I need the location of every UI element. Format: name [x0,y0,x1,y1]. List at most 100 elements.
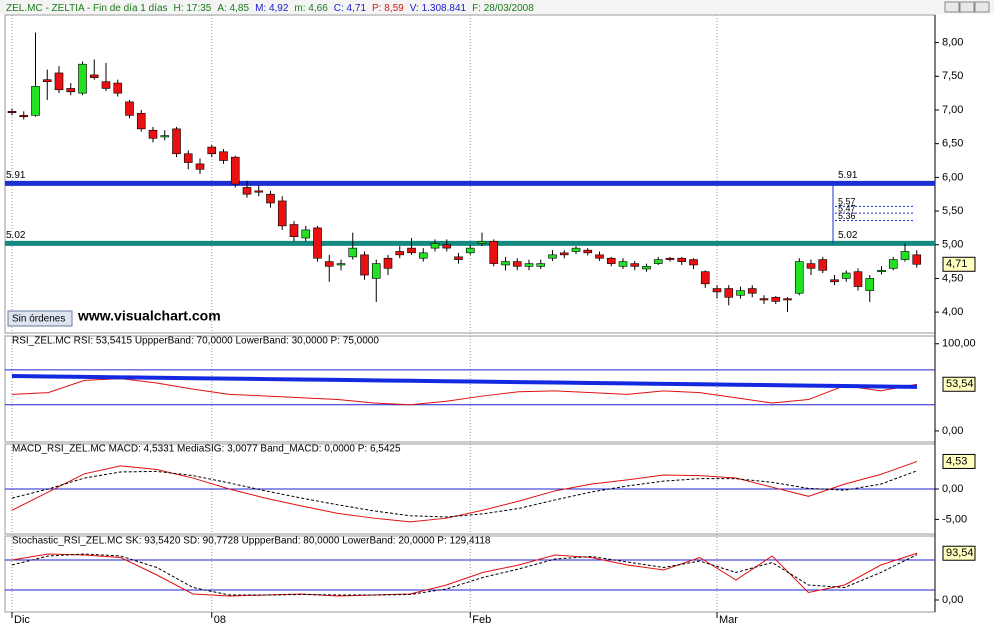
level-label: 5.02 [838,230,858,241]
candle-body [759,298,769,301]
window-buttons[interactable] [944,1,990,13]
close-button[interactable] [974,1,990,13]
candle-body [395,251,405,256]
y-tick-label: 5,00 [942,239,963,251]
header-bar [0,0,994,14]
candle-body [606,257,616,264]
candle-body [501,261,510,266]
orders-button-label[interactable]: Sin órdenes [12,314,65,325]
y-tick-label: 5,50 [942,205,963,217]
candle-body [888,259,898,269]
candle-body [336,263,346,266]
indicator-line [11,374,918,389]
candle-body [277,200,287,227]
indicator-line [11,553,918,596]
header-item: m: 4,66 [294,3,328,14]
last-value-box [942,376,976,392]
y-tick-label: 0,00 [942,594,963,606]
candle-body [172,128,181,155]
candle-body [301,229,311,239]
header: ZEL.MC - ZELTIA - Fin de día 1 días H: 17… [6,3,534,14]
candle-body [524,263,534,267]
candle-body [712,288,722,293]
candle-body [195,163,205,170]
candle-body [360,254,369,276]
candle-body [254,190,264,193]
level-label: 5.91 [838,170,858,181]
y-tick-label: 4,00 [942,306,963,318]
candle-body [794,261,804,294]
candle-body [724,288,734,298]
candle-body [689,259,698,266]
candle-body [219,151,228,161]
candle-body [418,252,428,259]
header-item: F: 28/03/2008 [472,3,534,14]
header-item: C: 4,71 [334,3,367,14]
candle-body [912,254,922,265]
minimize-button[interactable] [944,1,960,13]
candle-body [677,257,687,262]
candle-body [183,153,193,163]
candle-body [465,247,475,254]
candle-body [136,113,146,130]
candle-body [653,259,663,264]
last-value-label: 53,54 [946,378,974,390]
last-value-box [942,256,976,272]
candle-body [853,271,863,287]
candle-body [806,263,816,269]
indicator-line [11,552,918,597]
candle-body [548,254,557,259]
candle-body [42,79,52,82]
panel-title: Stochastic_RSI_ZEL.MC SK: 93,5420 SD: 90… [12,536,491,547]
candle-body [477,241,487,244]
level-label: 5.02 [6,230,26,241]
candle-body [536,263,546,267]
y-tick-label: -5,00 [942,513,967,525]
last-value-label: 93,54 [946,547,974,559]
y-tick-label: 0,00 [942,483,963,495]
candle-body [207,146,217,155]
candle-body [595,254,604,259]
y-tick-label: 8,00 [942,37,963,49]
y-tick-label: 0,00 [942,425,963,437]
last-value-box [942,545,976,561]
candle-body [747,288,757,294]
candle-body [818,259,828,271]
candle-body [783,298,792,301]
x-tick-label: 08 [214,614,226,626]
indicator-line [11,460,918,523]
candle-body [148,129,158,139]
candle-body [242,187,252,195]
candle-body [583,249,593,254]
candle-body [125,101,134,116]
candle-body [31,86,40,116]
candle-body [642,266,651,270]
candle-body [313,227,322,259]
y-tick-label: 6,50 [942,138,963,150]
fib-label: 5.47 [838,203,856,213]
header-item: P: 8,59 [372,3,404,14]
candle-body [571,247,581,252]
candle-body [454,256,463,260]
indicator-line [11,378,918,406]
fib-label: 5.36 [838,211,856,221]
y-tick-label: 6,00 [942,171,963,183]
x-tick-label: Dic [14,614,30,626]
x-tick-label: Feb [472,614,491,626]
watermark: www.visualchart.com [77,308,221,324]
y-tick-label: 7,00 [942,104,963,116]
candle-body [371,263,381,279]
header-item: H: 17:35 [174,3,212,14]
candle-body [407,247,416,254]
maximize-button[interactable] [959,1,975,13]
candle-body [700,271,710,285]
candle-body [512,261,522,267]
candle-body [630,263,640,267]
x-tick-label: Mar [719,614,738,626]
y-tick-label: 100,00 [942,338,976,350]
candle-body [266,193,275,204]
last-value-label: 4,53 [946,455,967,467]
fib-label: 5.57 [838,197,856,207]
orders-button[interactable] [7,310,73,327]
